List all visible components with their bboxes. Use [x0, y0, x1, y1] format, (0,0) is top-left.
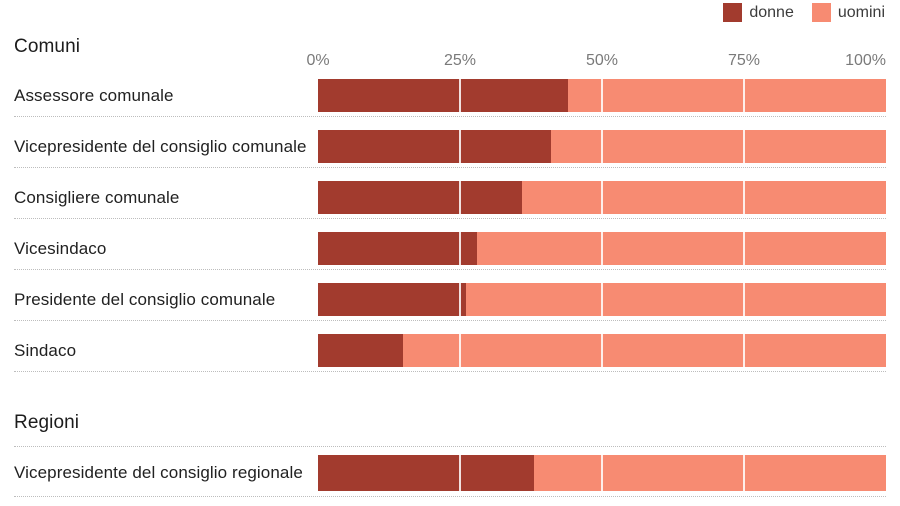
gridline — [601, 181, 603, 214]
bar-uomini-segment — [318, 79, 886, 112]
bar-uomini-segment — [318, 232, 886, 265]
gridline — [459, 181, 461, 214]
rows-comuni: Assessore comunale Vicepresidente del con… — [14, 79, 886, 385]
gridline — [743, 181, 745, 214]
legend-item-uomini: uomini — [811, 3, 885, 22]
bar-donne-segment — [318, 181, 523, 214]
gridline — [743, 283, 745, 316]
legend-label-uomini: uomini — [837, 3, 885, 21]
rows-regioni: Vicepresidente del consiglio regionale — [14, 455, 886, 506]
gridline — [601, 232, 603, 265]
bar-uomini-segment — [318, 181, 886, 214]
bar-donne-segment — [318, 283, 466, 316]
bar-donne-segment — [318, 79, 568, 112]
axis-tick: 50% — [585, 52, 619, 69]
row-label: Vicesindaco — [14, 238, 107, 258]
gridline — [601, 455, 603, 491]
x-axis: 0% 25% 50% 75% 100% — [306, 52, 886, 70]
section-separator — [14, 446, 886, 447]
chart-row: Sindaco — [14, 334, 886, 372]
row-label: Consigliere comunale — [14, 187, 180, 207]
gridline — [743, 455, 745, 491]
chart-row: Presidente del consiglio comunale — [14, 283, 886, 321]
axis-tick: 75% — [727, 52, 761, 69]
bar-donne-segment — [318, 334, 404, 367]
gridline — [459, 334, 461, 367]
donne-color-swatch-icon — [723, 3, 743, 22]
section-title-comuni: Comuni — [14, 36, 81, 57]
bar-uomini-segment — [318, 283, 886, 316]
gridline — [743, 232, 745, 265]
gridline — [601, 130, 603, 163]
bar-uomini-segment — [318, 130, 886, 163]
legend-label-donne: donne — [749, 3, 794, 21]
gridline — [601, 79, 603, 112]
chart-row: Assessore comunale — [14, 79, 886, 117]
row-label: Assessore comunale — [14, 85, 174, 105]
gridline — [459, 232, 461, 265]
gridline — [743, 79, 745, 112]
bar-donne-segment — [318, 232, 478, 265]
bar-donne-segment — [318, 130, 551, 163]
axis-tick: 100% — [845, 52, 886, 69]
bar-uomini-segment — [318, 334, 886, 367]
legend-item-donne: donne — [723, 3, 794, 22]
chart-row: Vicesindaco — [14, 232, 886, 270]
row-label: Presidente del consiglio comunale — [14, 289, 276, 309]
axis-tick: 25% — [443, 52, 477, 69]
gridline — [459, 130, 461, 163]
gridline — [601, 283, 603, 316]
section-title-regioni: Regioni — [14, 412, 80, 433]
gridline — [459, 455, 461, 491]
axis-tick: 0% — [306, 52, 330, 69]
uomini-color-swatch-icon — [811, 3, 831, 22]
legend: donne uomini — [723, 3, 885, 22]
bar-uomini-segment — [318, 455, 886, 491]
gridline — [743, 130, 745, 163]
row-label: Sindaco — [14, 340, 77, 360]
chart-row: Vicepresidente del consiglio regionale — [14, 455, 886, 497]
gridline — [459, 283, 461, 316]
gridline — [459, 79, 461, 112]
gridline — [601, 334, 603, 367]
row-label: Vicepresidente del consiglio regionale — [14, 463, 303, 482]
gridline — [743, 334, 745, 367]
bar-donne-segment — [318, 455, 534, 491]
row-label: Vicepresidente del consiglio comunale — [14, 136, 307, 156]
chart-row: Vicepresidente del consiglio comunale — [14, 130, 886, 168]
chart-row: Consigliere comunale — [14, 181, 886, 219]
